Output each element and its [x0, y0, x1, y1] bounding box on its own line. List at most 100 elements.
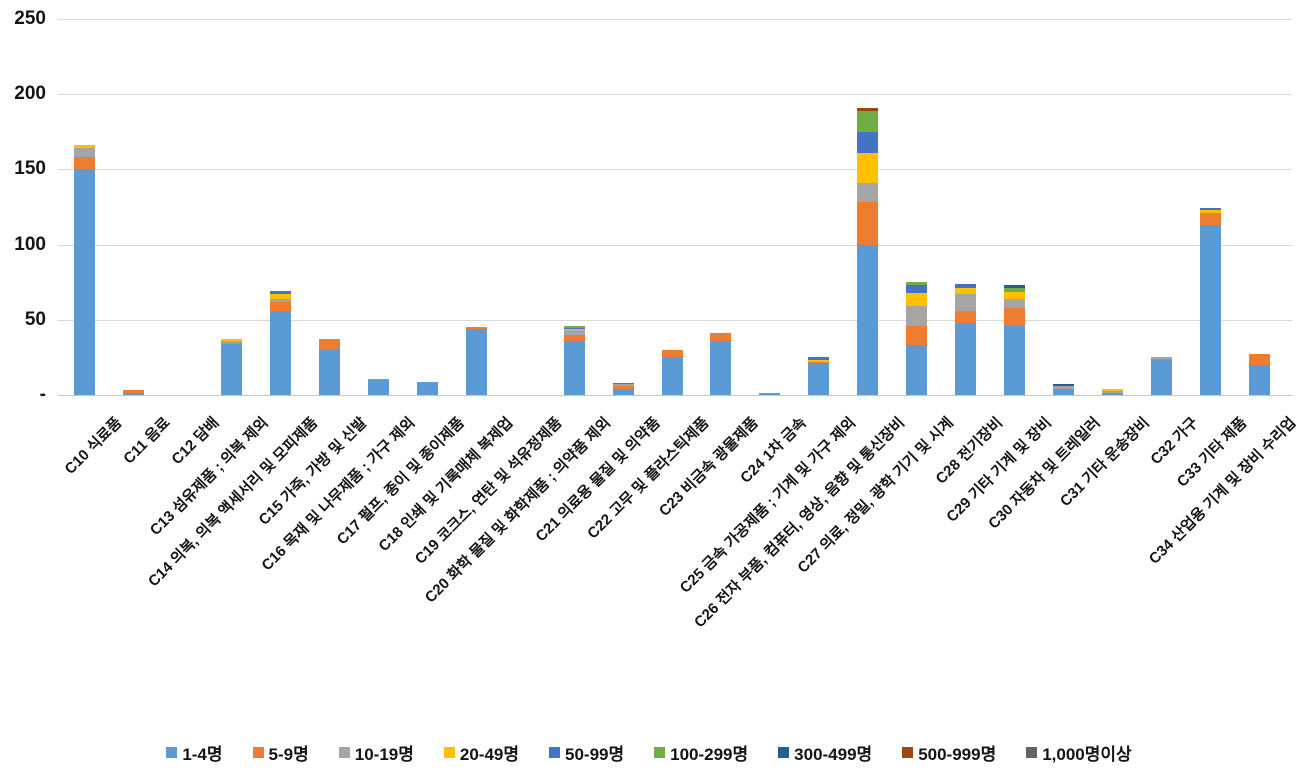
legend-label: 500-999명 — [918, 745, 997, 764]
legend-item: 10-19명 — [338, 740, 414, 765]
legend-item: 20-49명 — [443, 740, 519, 765]
bar-segment — [1101, 392, 1123, 395]
legend-swatch — [654, 747, 666, 758]
bar-segment — [319, 339, 341, 350]
bar-segment — [906, 345, 928, 395]
bar-segment — [857, 107, 879, 111]
legend-label: 5-9명 — [268, 745, 309, 764]
bar-segment — [661, 349, 683, 358]
bar-segment — [906, 325, 928, 346]
bar-segment — [1004, 291, 1026, 300]
legend-item: 1-4명 — [166, 740, 223, 765]
bar-segment — [563, 325, 585, 329]
bar-segment — [416, 382, 438, 395]
bar-segment — [661, 357, 683, 395]
bar-segment — [1101, 388, 1123, 392]
bar-segment — [906, 282, 928, 286]
legend-label: 1,000명이상 — [1042, 745, 1132, 764]
legend-label: 1-4명 — [182, 745, 223, 764]
bar-segment — [465, 328, 487, 395]
bar-segment — [221, 343, 243, 395]
bar-segment — [563, 328, 585, 331]
bar-segment — [1053, 383, 1074, 386]
y-tick-label: 250 — [14, 8, 46, 29]
gridline — [58, 395, 1292, 396]
legend-item: 300-499명 — [778, 740, 872, 765]
bar-segment — [612, 385, 634, 389]
legend-item: 500-999명 — [902, 740, 996, 765]
gridline — [58, 244, 1292, 246]
bar-segment — [123, 392, 145, 395]
legend: 1-4명 5-9명 10-19명 20-49명 50-99명 100-299명 300-49… — [0, 740, 1298, 765]
bar-segment — [74, 169, 96, 395]
bar-segment — [465, 327, 487, 329]
bar-segment — [563, 334, 585, 341]
bar-segment — [906, 306, 928, 326]
gridline — [58, 94, 1292, 96]
gridline — [58, 319, 1292, 321]
bar-segment — [319, 349, 341, 395]
bar-segment — [857, 110, 879, 132]
bar-segment — [221, 340, 243, 344]
legend-swatch — [549, 747, 560, 758]
y-tick-label: 150 — [14, 158, 46, 180]
bar-segment — [612, 382, 634, 385]
bar-segment — [612, 388, 634, 395]
bar-segment — [270, 310, 292, 395]
bar-segment — [857, 182, 879, 203]
bar-segment — [74, 145, 96, 148]
bar-segment — [270, 291, 292, 295]
bar-segment — [1004, 325, 1026, 395]
legend-swatch — [778, 747, 790, 758]
bar-segment — [563, 328, 585, 330]
bar-segment — [955, 288, 977, 295]
bar-segment — [1248, 354, 1270, 365]
y-tick-label: 100 — [14, 233, 46, 255]
legend-item: 1,000명이상 — [1026, 740, 1132, 765]
bar-segment — [857, 152, 879, 183]
bar-segment — [955, 310, 977, 323]
bar-segment — [710, 333, 732, 341]
bar-segment — [808, 356, 830, 360]
bar-segment — [1199, 210, 1221, 213]
bar-segment — [563, 340, 585, 395]
legend-swatch — [902, 747, 914, 758]
bar-segment — [270, 301, 292, 311]
legend-swatch — [443, 747, 455, 758]
bar-segment — [1053, 388, 1074, 395]
bar-segment — [906, 292, 928, 307]
bar-segment — [808, 363, 830, 395]
bar-segment — [1199, 207, 1221, 210]
bar-segment — [955, 284, 977, 289]
gridline — [58, 19, 1292, 20]
bar-segment — [612, 384, 634, 386]
bar-segment — [367, 379, 389, 395]
bar-segment — [906, 285, 928, 293]
bar-segment — [270, 298, 292, 302]
bar-segment — [270, 294, 292, 299]
bar-segment — [1150, 360, 1172, 395]
bar-segment — [74, 147, 96, 158]
bar-segment — [1150, 356, 1172, 359]
x-axis-label: C10 식료품 — [61, 414, 126, 478]
bar-segment — [955, 322, 977, 395]
bar-segment — [1004, 285, 1026, 289]
bar-segment — [857, 131, 879, 153]
legend-item: 5-9명 — [252, 740, 309, 765]
bar-segment — [955, 294, 977, 311]
bar-segment — [857, 244, 879, 395]
legend-swatch — [166, 747, 178, 758]
y-tick-label: 50 — [24, 308, 46, 330]
bar-segment — [759, 392, 781, 395]
bar-segment — [1248, 364, 1270, 395]
legend-label: 50-99명 — [565, 745, 625, 764]
legend-swatch — [338, 747, 350, 758]
bar-segment — [1199, 213, 1221, 226]
bar-segment — [857, 202, 879, 245]
bar-segment — [221, 338, 243, 341]
bar-segment — [74, 157, 96, 170]
bar-segment — [563, 330, 585, 335]
y-tick-label: - — [39, 384, 46, 405]
bar-segment — [1004, 307, 1026, 326]
